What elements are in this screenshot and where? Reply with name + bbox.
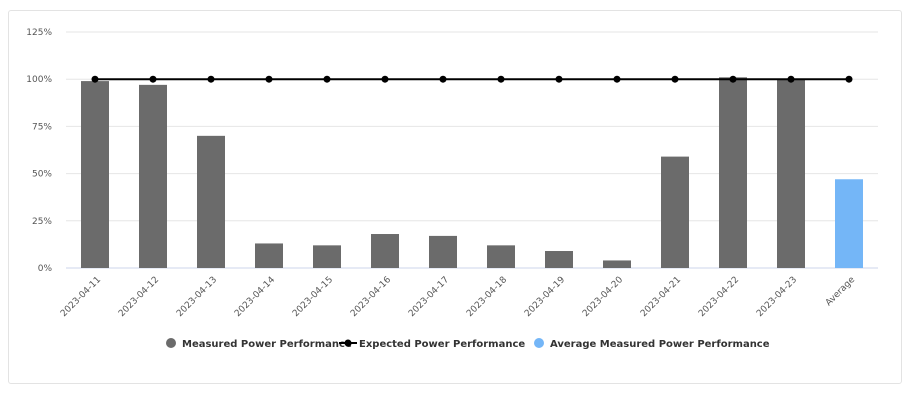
expected-point[interactable] xyxy=(91,75,99,83)
expected-point[interactable] xyxy=(439,75,447,83)
expected-line xyxy=(91,75,853,83)
x-tick-label: 2023-04-16 xyxy=(349,275,393,319)
y-tick-label: 0% xyxy=(38,264,53,274)
legend-point-marker[interactable] xyxy=(344,339,352,347)
expected-point[interactable] xyxy=(149,75,157,83)
measured-bar[interactable] xyxy=(81,81,109,268)
measured-bar[interactable] xyxy=(487,245,515,268)
measured-bar[interactable] xyxy=(139,84,167,268)
legend: Measured Power Performance Expected Power… xyxy=(166,338,770,350)
x-tick-label: 2023-04-19 xyxy=(523,275,567,319)
x-axis-ticks: 2023-04-11 2023-04-12 2023-04-13 2023-04-14… xyxy=(59,275,857,319)
x-tick-label: 2023-04-21 xyxy=(639,275,683,319)
x-tick-label: 2023-04-17 xyxy=(407,275,451,319)
y-tick-label: 100% xyxy=(26,75,52,85)
legend-label[interactable]: Measured Power Performance xyxy=(182,339,352,350)
measured-bar[interactable] xyxy=(603,260,631,268)
y-axis-ticks: 0% 25% 50% 75% 100% 125% xyxy=(26,28,52,274)
expected-point[interactable] xyxy=(323,75,331,83)
expected-point[interactable] xyxy=(787,75,795,83)
expected-point[interactable] xyxy=(381,75,389,83)
bars xyxy=(81,77,863,268)
measured-bar[interactable] xyxy=(719,77,747,268)
measured-bar[interactable] xyxy=(197,135,225,268)
x-tick-label: Average xyxy=(824,275,858,309)
x-tick-label: 2023-04-15 xyxy=(291,275,335,319)
expected-point[interactable] xyxy=(613,75,621,83)
measured-bar[interactable] xyxy=(313,245,341,268)
x-tick-label: 2023-04-14 xyxy=(233,275,277,319)
expected-point[interactable] xyxy=(671,75,679,83)
expected-point[interactable] xyxy=(265,75,273,83)
y-tick-label: 75% xyxy=(32,122,52,132)
measured-bar[interactable] xyxy=(371,234,399,268)
x-tick-label: 2023-04-22 xyxy=(697,275,741,319)
y-tick-label: 125% xyxy=(26,28,52,38)
average-bar[interactable] xyxy=(835,179,863,268)
y-tick-label: 50% xyxy=(32,170,52,180)
measured-bar[interactable] xyxy=(255,243,283,268)
x-tick-label: 2023-04-11 xyxy=(59,275,103,319)
legend-label[interactable]: Expected Power Performance xyxy=(359,339,525,350)
y-tick-label: 25% xyxy=(32,217,52,227)
legend-marker[interactable] xyxy=(166,338,176,348)
expected-point[interactable] xyxy=(207,75,215,83)
measured-bar[interactable] xyxy=(661,156,689,268)
grid-lines xyxy=(66,31,878,269)
measured-bar[interactable] xyxy=(545,251,573,268)
expected-point[interactable] xyxy=(729,75,737,83)
legend-label[interactable]: Average Measured Power Performance xyxy=(550,339,770,350)
x-tick-label: 2023-04-13 xyxy=(175,275,219,319)
x-tick-label: 2023-04-23 xyxy=(755,275,799,319)
measured-bar[interactable] xyxy=(429,235,457,268)
expected-point[interactable] xyxy=(555,75,563,83)
expected-point[interactable] xyxy=(845,75,853,83)
x-tick-label: 2023-04-12 xyxy=(117,275,161,319)
legend-marker[interactable] xyxy=(534,338,544,348)
x-tick-label: 2023-04-18 xyxy=(465,275,509,319)
expected-point[interactable] xyxy=(497,75,505,83)
measured-bar[interactable] xyxy=(777,79,805,268)
x-tick-label: 2023-04-20 xyxy=(581,275,625,319)
